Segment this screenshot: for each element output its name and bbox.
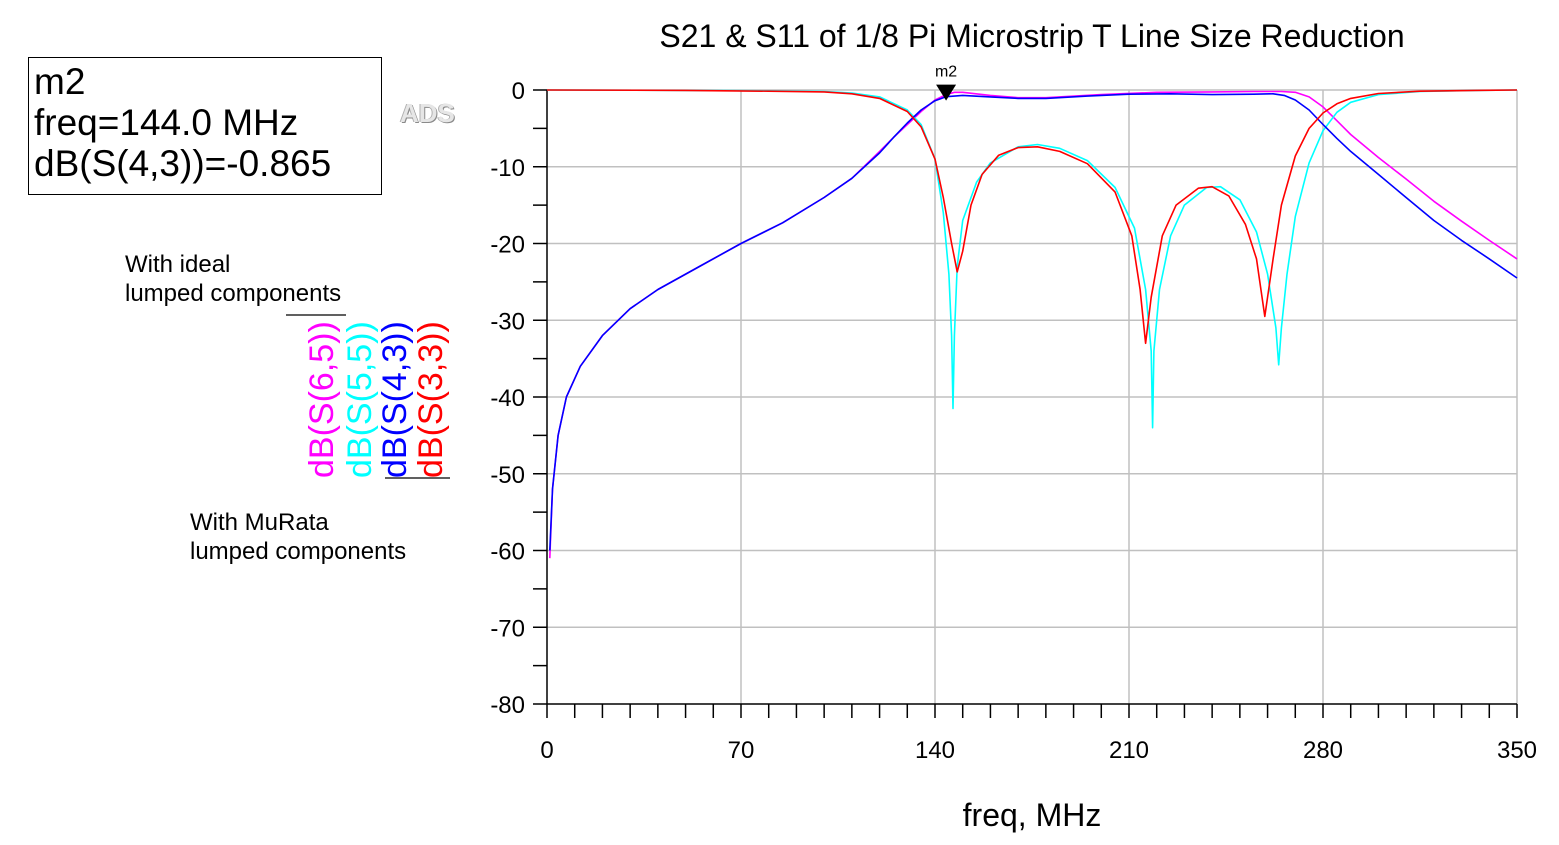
legend-entry-4: dB(S(3,3)) bbox=[412, 321, 450, 478]
x-tick-label: 140 bbox=[915, 737, 955, 764]
legend: dB(S(6,5)) dB(S(5,5))dB(S(4,3))dB(S(3,3)) bbox=[286, 314, 450, 479]
y-tick-label: -60 bbox=[490, 539, 525, 566]
note-ideal: With ideal lumped components bbox=[125, 250, 341, 308]
marker-frequency: freq=144.0 MHz bbox=[34, 102, 299, 143]
marker-m2[interactable]: m2 bbox=[935, 64, 957, 101]
x-tick-label: 0 bbox=[540, 737, 553, 764]
x-axis-label: freq, MHz bbox=[963, 797, 1102, 833]
y-tick-label: -40 bbox=[490, 385, 525, 412]
x-tick-label: 350 bbox=[1497, 737, 1537, 764]
note-ideal-line2: lumped components bbox=[125, 280, 342, 307]
marker-value: dB(S(4,3))=-0.865 bbox=[34, 143, 332, 184]
chart-title: S21 & S11 of 1/8 Pi Microstrip T Line Si… bbox=[659, 18, 1404, 54]
y-tick-label: -50 bbox=[490, 462, 525, 489]
plot-axes: 0 -10 -20 -30 -40 -50 -60 -70 -80 0 70 140 210 280 350 bbox=[490, 78, 1537, 764]
y-tick-label: -20 bbox=[490, 232, 525, 259]
note-murata-line2: lumped components bbox=[190, 538, 407, 565]
ads-logo: ADS bbox=[400, 98, 455, 128]
marker-readout-box[interactable]: m2 freq=144.0 MHz dB(S(4,3))=-0.865 bbox=[28, 57, 382, 195]
note-murata-line1: With MuRata bbox=[190, 509, 329, 536]
y-tick-label: -30 bbox=[490, 308, 525, 335]
marker-label: m2 bbox=[935, 64, 957, 81]
legend-entry-1: dB(S(6,5)) bbox=[303, 321, 341, 478]
note-murata: With MuRata lumped components bbox=[190, 508, 406, 566]
legend-entry-3: dB(S(4,3)) bbox=[376, 321, 414, 478]
x-tick-label: 210 bbox=[1109, 737, 1149, 764]
series-lines bbox=[546, 89, 1518, 559]
y-tick-label: -80 bbox=[490, 692, 525, 719]
grid-lines bbox=[547, 90, 1517, 704]
x-tick-label: 70 bbox=[728, 737, 755, 764]
x-tick-label: 280 bbox=[1303, 737, 1343, 764]
marker-triangle-icon bbox=[936, 84, 957, 101]
y-tick-label: 0 bbox=[512, 78, 525, 105]
series-line-3 bbox=[549, 93, 1518, 551]
y-tick-label: -10 bbox=[490, 155, 525, 182]
series-line-1 bbox=[549, 90, 1518, 559]
legend-entry-2: dB(S(5,5)) bbox=[341, 321, 379, 478]
note-ideal-line1: With ideal bbox=[125, 251, 231, 278]
y-tick-label: -70 bbox=[490, 615, 525, 642]
marker-name: m2 bbox=[34, 61, 86, 102]
series-line-2 bbox=[546, 89, 1518, 429]
series-line-4 bbox=[546, 89, 1518, 345]
